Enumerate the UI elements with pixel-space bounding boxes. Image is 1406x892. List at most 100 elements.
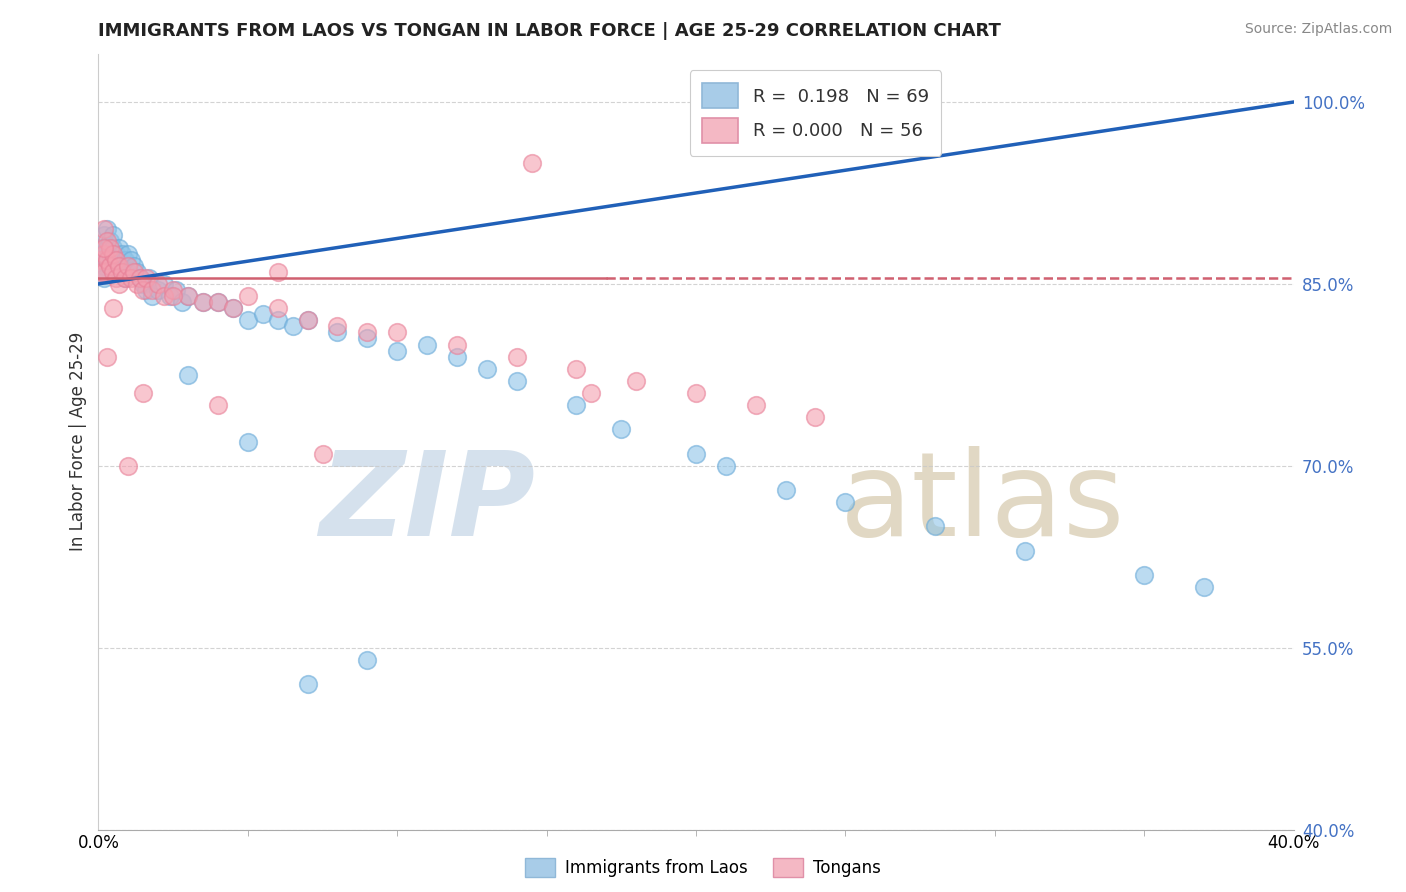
Point: [103, 240, 125, 255]
Point: [520, 155, 543, 169]
Point: [93, 246, 115, 260]
Legend: Immigrants from Laos, Tongans: Immigrants from Laos, Tongans: [519, 851, 887, 884]
Point: [108, 277, 131, 291]
Point: [135, 270, 157, 285]
Point: [103, 246, 125, 260]
Point: [103, 301, 125, 315]
Point: [356, 653, 378, 667]
Point: [267, 313, 290, 327]
Y-axis label: In Labor Force | Age 25-29: In Labor Force | Age 25-29: [69, 332, 87, 551]
Point: [297, 313, 319, 327]
Point: [103, 228, 125, 243]
Point: [120, 252, 142, 267]
Point: [326, 326, 349, 340]
Point: [90, 240, 112, 255]
Point: [162, 283, 184, 297]
Point: [685, 386, 707, 401]
Point: [172, 295, 194, 310]
Point: [267, 301, 290, 315]
Point: [132, 386, 155, 401]
Point: [267, 265, 290, 279]
Point: [356, 331, 378, 345]
Point: [506, 350, 529, 364]
Point: [120, 270, 142, 285]
Point: [162, 289, 184, 303]
Point: [177, 289, 200, 303]
Point: [129, 270, 152, 285]
Text: atlas: atlas: [839, 446, 1125, 561]
Point: [141, 283, 163, 297]
Text: ZIP: ZIP: [319, 446, 534, 561]
Point: [177, 289, 200, 303]
Point: [222, 301, 245, 315]
Point: [96, 222, 118, 236]
Point: [96, 252, 118, 267]
Point: [93, 270, 115, 285]
Point: [132, 283, 155, 297]
Point: [108, 252, 131, 267]
Point: [124, 265, 146, 279]
Point: [105, 259, 128, 273]
Point: [108, 240, 131, 255]
Point: [297, 313, 319, 327]
Point: [98, 259, 122, 273]
Point: [138, 270, 160, 285]
Point: [93, 228, 115, 243]
Point: [191, 295, 214, 310]
Point: [311, 447, 333, 461]
Point: [127, 265, 149, 279]
Point: [98, 246, 122, 260]
Point: [148, 283, 170, 297]
Point: [565, 361, 588, 376]
Point: [117, 265, 139, 279]
Point: [93, 240, 115, 255]
Point: [90, 252, 112, 267]
Point: [124, 259, 146, 273]
Point: [165, 283, 187, 297]
Point: [626, 374, 648, 388]
Point: [385, 343, 409, 358]
Point: [111, 265, 134, 279]
Point: [775, 483, 797, 497]
Point: [90, 252, 112, 267]
Point: [103, 265, 125, 279]
Point: [236, 313, 259, 327]
Point: [177, 368, 200, 382]
Point: [610, 422, 633, 436]
Point: [117, 458, 139, 473]
Point: [281, 319, 304, 334]
Point: [834, 495, 856, 509]
Point: [90, 265, 112, 279]
Point: [153, 289, 176, 303]
Point: [446, 337, 468, 351]
Point: [148, 277, 170, 291]
Point: [207, 295, 229, 310]
Point: [105, 270, 128, 285]
Point: [1133, 568, 1156, 582]
Point: [132, 277, 155, 291]
Point: [581, 386, 603, 401]
Point: [416, 337, 439, 351]
Point: [385, 326, 409, 340]
Point: [135, 283, 157, 297]
Point: [93, 222, 115, 236]
Point: [114, 270, 136, 285]
Point: [475, 361, 498, 376]
Point: [924, 519, 946, 533]
Point: [252, 307, 274, 321]
Point: [141, 289, 163, 303]
Point: [714, 458, 737, 473]
Point: [326, 319, 349, 334]
Point: [1014, 543, 1036, 558]
Point: [105, 246, 128, 260]
Point: [745, 398, 768, 412]
Point: [129, 270, 152, 285]
Point: [446, 350, 468, 364]
Point: [103, 252, 125, 267]
Point: [297, 677, 319, 691]
Point: [93, 265, 115, 279]
Point: [506, 374, 529, 388]
Point: [153, 277, 176, 291]
Point: [222, 301, 245, 315]
Point: [98, 259, 122, 273]
